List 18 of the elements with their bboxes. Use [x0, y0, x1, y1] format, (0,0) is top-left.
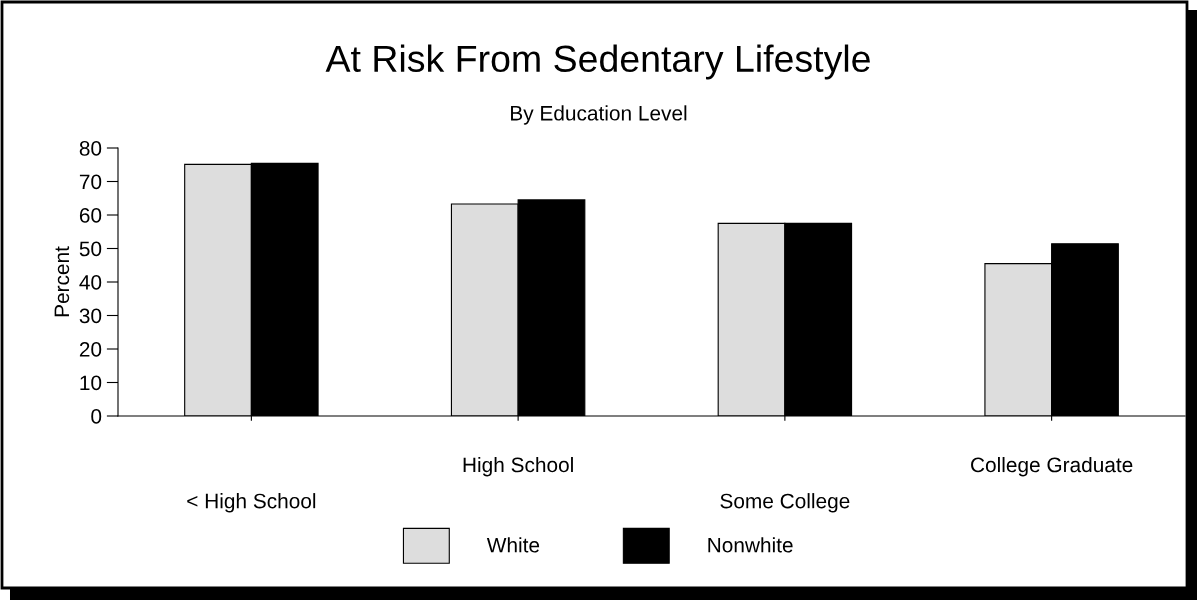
y-tick-label: 10	[80, 375, 102, 391]
y-tick-label: 70	[79, 174, 102, 190]
y-tick-label: 50	[79, 241, 102, 257]
chart-subtitle: By Education Level	[511, 105, 687, 125]
chart-title: At Risk From Sedentary Lifestyle	[325, 44, 870, 80]
y-tick-label: 20	[79, 342, 102, 357]
x-tick-label: Some College	[720, 493, 850, 513]
y-axis-title: Percent	[54, 246, 70, 317]
y-tick-label: 40	[79, 275, 102, 290]
x-tick-label: < High School	[187, 493, 316, 513]
y-tick-label: 60	[79, 208, 102, 223]
y-tick-label: 80	[79, 141, 102, 156]
x-tick-label: College Graduate	[971, 456, 1133, 477]
y-tick-label: 30	[79, 308, 102, 324]
legend-label: Nonwhite	[708, 537, 793, 553]
legend-label: White	[486, 537, 540, 553]
x-tick-label: High School	[463, 456, 573, 477]
y-tick-label: 0	[91, 409, 102, 424]
